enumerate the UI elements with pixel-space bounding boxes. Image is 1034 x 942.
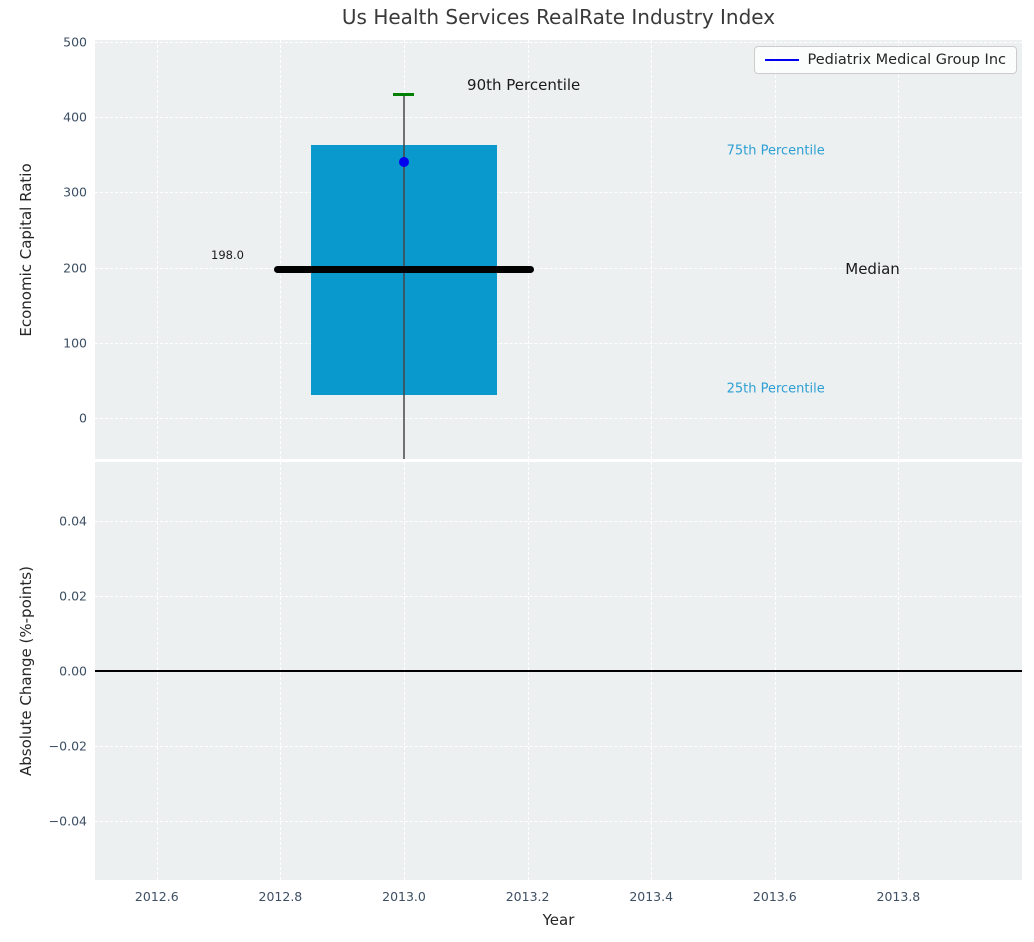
gridline-horizontal [95, 821, 1022, 823]
annotation-p75-label: 75th Percentile [726, 143, 825, 159]
gridline-horizontal [95, 267, 1022, 269]
median-line [274, 265, 534, 273]
panel-absolute-change [95, 462, 1022, 880]
y-tick-label: 0.00 [59, 663, 87, 679]
gridline-vertical [651, 40, 653, 459]
x-tick-label: 2013.4 [629, 889, 674, 904]
legend-line-swatch [764, 59, 799, 61]
gridline-horizontal [95, 42, 1022, 44]
y-tick-label: −0.04 [48, 813, 87, 829]
gridline-vertical [280, 40, 282, 459]
x-tick-label: 2013.6 [752, 889, 797, 904]
y-axis-label-economic-capital-ratio: Economic Capital Ratio [17, 162, 35, 337]
panel-economic-capital-ratio [95, 40, 1022, 459]
gridline-vertical [774, 40, 776, 459]
y-axis-label-absolute-change: Absolute Change (%-points) [17, 566, 35, 776]
legend-label: Pediatrix Medical Group Inc [807, 52, 1006, 68]
legend: Pediatrix Medical Group Inc [753, 46, 1017, 74]
whisker-line [403, 94, 405, 459]
gridline-vertical [527, 40, 529, 459]
y-tick-label: 0.04 [59, 513, 87, 529]
zero-line [95, 670, 1022, 672]
y-tick-label: 0 [79, 410, 87, 426]
y-tick-label: 300 [63, 184, 87, 200]
x-axis-label: Year [542, 911, 575, 929]
x-tick-label: 2013.2 [505, 889, 550, 904]
annotation-p90-label: 90th Percentile [467, 76, 581, 95]
p90-cap [393, 93, 415, 97]
gridline-horizontal [95, 192, 1022, 194]
gridline-horizontal [95, 417, 1022, 419]
y-tick-label: 200 [63, 260, 87, 276]
annotation-median-label: Median [845, 260, 900, 279]
company-point [399, 157, 409, 168]
x-tick-label: 2013.0 [382, 889, 426, 904]
gridline-horizontal [95, 595, 1022, 597]
annotation-p25-label: 25th Percentile [726, 381, 825, 397]
gridline-horizontal [95, 746, 1022, 748]
gridline-horizontal [95, 342, 1022, 344]
gridline-vertical [898, 40, 900, 459]
y-tick-label: 500 [63, 34, 87, 50]
gridline-vertical [156, 40, 158, 459]
y-tick-label: 100 [63, 335, 87, 351]
x-tick-label: 2013.8 [876, 889, 921, 904]
x-tick-label: 2012.6 [134, 889, 179, 904]
y-tick-label: 400 [63, 109, 87, 125]
annotation-median-value: 198.0 [211, 247, 244, 262]
x-tick-label: 2012.8 [258, 889, 303, 904]
gridline-horizontal [95, 117, 1022, 119]
gridline-horizontal [95, 520, 1022, 522]
y-tick-label: 0.02 [59, 588, 87, 604]
chart-title: Us Health Services RealRate Industry Ind… [341, 5, 776, 29]
y-tick-label: −0.02 [48, 738, 87, 754]
